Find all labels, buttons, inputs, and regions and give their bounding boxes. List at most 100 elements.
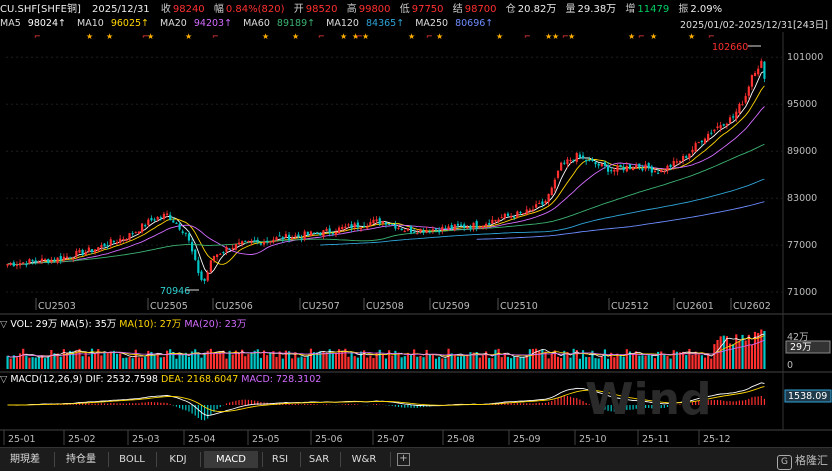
candle-body [572,159,575,161]
candle-body [353,223,356,228]
candle-body [500,217,503,219]
candle-body [672,160,675,167]
volume-bar [647,353,650,369]
volume-bar [137,357,141,369]
volume-bar [228,350,231,369]
candle-body [284,234,288,238]
volume-bar [212,352,216,369]
candle-body [281,237,284,240]
month-label: 25-04 [188,434,216,445]
volume-bar [585,356,588,369]
volume-bar [707,354,710,369]
vol-current: 29万 [790,342,812,353]
candle-body [328,228,331,233]
oi-label: 仓 [505,4,516,15]
candle-body [728,117,732,123]
tab-spread[interactable]: 期現差 [10,454,40,465]
symbol[interactable]: CU.SHF[SHFE铜] [0,4,81,15]
tab-wr[interactable]: W&R [351,454,377,465]
volume-bar [603,349,607,369]
volume-bar [144,356,147,369]
volume-bar [500,357,503,369]
candle-body [350,224,353,229]
volume-bar [47,356,50,369]
add-indicator-button[interactable]: + [397,453,410,466]
volume-bar [162,356,166,369]
macd-dif: DIF: 2532.7598 [85,374,158,385]
signal-star: ⌐ [142,32,149,41]
candle-body [663,171,666,173]
tab-rsi[interactable]: RSI [271,454,289,465]
volume-bar [638,355,641,369]
candle-body [144,225,147,227]
volume-bar [738,340,741,369]
volume-bar [147,350,150,369]
candle-body [519,211,522,213]
macd-collapse-icon[interactable]: ▽ [0,374,8,385]
candle-body [535,204,538,208]
volume-bar [581,350,585,369]
volume-bar [22,348,25,369]
candle-body [366,226,369,229]
candle-body [738,103,741,114]
volume-bar [750,344,754,369]
volume-bar [247,354,250,369]
volume-bar [234,350,237,369]
tab-sar[interactable]: SAR [308,454,330,465]
candle-body [678,160,682,163]
candle-body [203,278,206,281]
volume-bar [578,358,582,369]
candle-body [416,233,419,235]
volume-bar [466,355,469,369]
candle-body [600,163,603,167]
candle-body [528,209,531,211]
candle-body [763,61,766,79]
contract-labels: CU2503 CU2505 CU2506 CU2507 CU2508 CU2509 CU25… [35,298,771,312]
volume-bar [475,351,478,369]
volume-bar [237,353,241,369]
signal-star: ★ [568,32,575,41]
candle-body [94,249,97,253]
candle-body [516,211,519,218]
volume-bar [694,351,697,369]
candle-body [363,225,366,227]
high-label: 高 [346,4,357,15]
candle-body [56,257,59,263]
candle-body [581,155,585,159]
volume-bar [241,349,244,369]
candle-body [22,262,25,264]
price-tick: 77000 [787,240,817,251]
candle-body [18,263,22,266]
signal-star: ★ [86,32,93,41]
volume-bar [284,350,288,369]
volume-bar [300,356,303,369]
volume-bar [206,350,209,369]
volume-bar [209,348,212,369]
volume-bar [519,356,522,369]
tab-macd[interactable]: MACD [204,451,258,468]
volume-bar [272,351,275,369]
candle-body [753,73,757,77]
volume-bar [9,358,12,369]
tab-kdj[interactable]: KDJ [169,454,187,465]
volume-bar [353,356,356,369]
volume-bar [150,351,153,369]
vol-collapse-icon[interactable]: ▽ [0,319,8,330]
candle-body [15,264,19,266]
tab-boll[interactable]: BOLL [119,454,145,465]
tab-open-interest[interactable]: 持仓量 [66,454,96,465]
volume-bar [628,351,632,369]
candle-body [47,258,50,264]
contract-label: CU2507 [302,301,340,312]
volume-bar [550,353,553,369]
volume-ma-line [7,335,765,358]
settle-label: 结 [452,4,463,15]
oi-value: 20.82万 [517,4,557,15]
ma-line [476,201,765,240]
volume-bar [535,348,538,369]
candle-body [222,252,225,254]
candle-body [682,156,685,161]
candle-body [62,256,65,261]
ma250-legend: MA250 80696↑ [415,18,494,29]
